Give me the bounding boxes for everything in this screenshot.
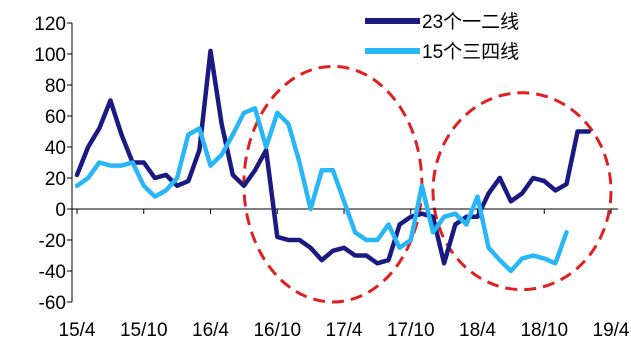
x-tick-label: 16/10	[253, 320, 301, 341]
dashed-ellipse-annotation-2	[431, 91, 613, 292]
annotation-layer	[242, 64, 613, 304]
y-tick-label: -20	[39, 231, 66, 252]
y-tick-label: 60	[45, 107, 66, 128]
x-tick-label: 15/10	[120, 320, 168, 341]
legend-label-1: 23个一二线	[422, 11, 519, 33]
x-tick-label: 17/4	[326, 320, 363, 341]
y-tick-label: 100	[34, 45, 66, 66]
x-tick-label: 17/10	[387, 320, 435, 341]
legend-label-2: 15个三四线	[422, 41, 519, 63]
y-tick-label: -40	[39, 262, 66, 283]
x-tick-label: 18/4	[459, 320, 496, 341]
x-tick-label: 15/4	[59, 320, 96, 341]
y-tick-label: -60	[39, 293, 66, 314]
legend: 23个一二线 15个三四线	[365, 11, 519, 63]
series-line-2	[74, 106, 569, 274]
y-tick-label: 0	[55, 200, 66, 221]
y-tick-label: 120	[34, 14, 66, 35]
y-tick-label: 40	[45, 138, 66, 159]
y-tick-label: 20	[45, 169, 66, 190]
y-tick-label: 80	[45, 76, 66, 97]
axes: -60 -40 -20 0 20 40 60 80 100 120 15/4 15/10 16/4 16/…	[34, 14, 630, 341]
x-tick-label: 18/10	[520, 320, 568, 341]
series-layer	[74, 48, 592, 274]
series-line-1	[74, 48, 592, 266]
x-tick-label: 19/4	[593, 320, 630, 341]
x-tick-label: 16/4	[192, 320, 229, 341]
